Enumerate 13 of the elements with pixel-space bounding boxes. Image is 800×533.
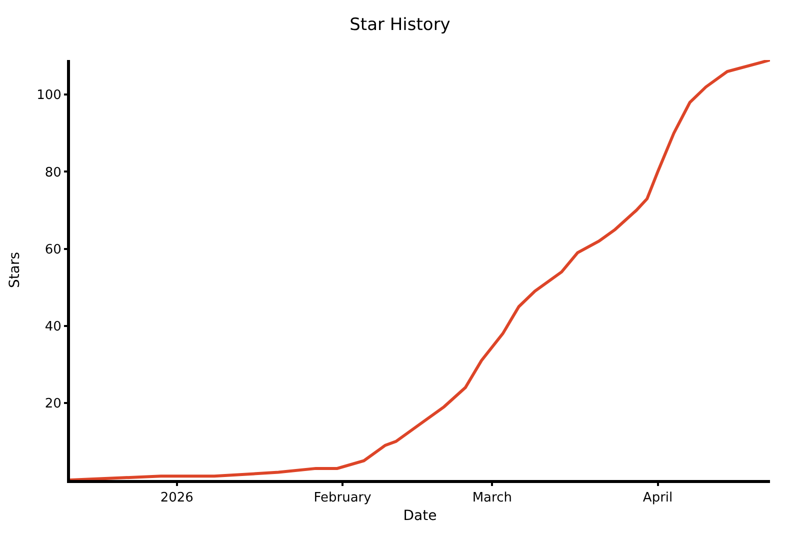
x-tick-label: April bbox=[642, 490, 673, 506]
chart-title: Star History bbox=[350, 14, 450, 35]
y-tick-label: 60 bbox=[44, 242, 62, 258]
line-series bbox=[70, 60, 770, 480]
y-tick-label: 100 bbox=[36, 88, 62, 104]
y-tick-label: 80 bbox=[44, 165, 62, 180]
x-tick-label: 2026 bbox=[160, 490, 194, 506]
x-tick-label: February bbox=[314, 490, 372, 506]
x-tick-label: March bbox=[472, 490, 512, 506]
y-axis-title: Stars bbox=[7, 252, 24, 288]
x-axis-title: Date bbox=[403, 508, 437, 524]
y-tick-label: 20 bbox=[44, 396, 62, 412]
y-tick-label: 40 bbox=[44, 319, 62, 334]
